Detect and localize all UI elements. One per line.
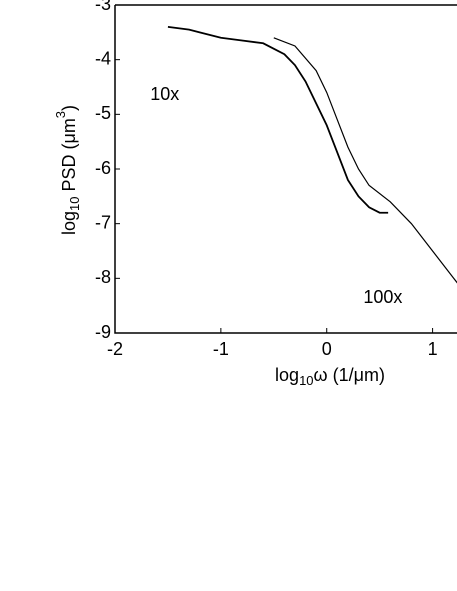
y-axis-label: log10 PSD (μm3) xyxy=(53,105,82,235)
line xyxy=(167,25,389,214)
y-tick-label: -7 xyxy=(95,212,111,232)
y-label-sub: 10 xyxy=(67,197,82,211)
annotation: 10x xyxy=(150,84,179,104)
x-label-part: log xyxy=(275,365,299,385)
y-label-part: ) xyxy=(59,105,79,111)
line xyxy=(273,37,457,284)
annotation: 100x xyxy=(363,287,402,307)
x-tick-label: -2 xyxy=(107,339,123,359)
x-tick-label: -1 xyxy=(213,339,229,359)
y-label-part: log xyxy=(59,211,79,235)
y-tick-label: -5 xyxy=(95,103,111,123)
x-tick-label: 1 xyxy=(428,339,438,359)
x-label-part: ω (1/μm) xyxy=(314,365,385,385)
plot-frame xyxy=(114,4,457,334)
x-axis-label: log10ω (1/μm) xyxy=(275,365,385,389)
x-tick-label: 0 xyxy=(322,339,332,359)
y-tick-label: -4 xyxy=(95,48,111,68)
y-label-sup: 3 xyxy=(53,111,68,118)
y-tick-label: -9 xyxy=(95,322,111,342)
x-label-sub: 10 xyxy=(299,373,313,388)
y-tick-label: -3 xyxy=(95,0,111,14)
y-tick-label: -8 xyxy=(95,267,111,287)
y-label-part: PSD (μm xyxy=(59,118,79,196)
y-tick-label: -6 xyxy=(95,158,111,178)
